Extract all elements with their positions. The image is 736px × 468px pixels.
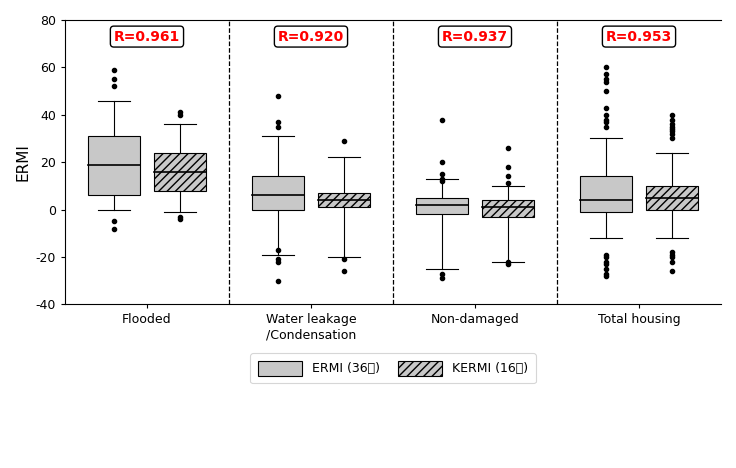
Text: R=0.961: R=0.961	[114, 29, 180, 44]
Bar	[317, 193, 370, 207]
Bar	[88, 136, 141, 195]
Bar	[580, 176, 632, 212]
Text: R=0.937: R=0.937	[442, 29, 508, 44]
Bar	[252, 176, 305, 210]
Y-axis label: ERMI: ERMI	[15, 143, 30, 181]
Text: R=0.953: R=0.953	[606, 29, 672, 44]
Text: R=0.920: R=0.920	[278, 29, 344, 44]
Bar	[154, 153, 206, 190]
Bar	[416, 197, 468, 214]
Bar	[481, 200, 534, 217]
Legend: ERMI (36종), KERMI (16종): ERMI (36종), KERMI (16종)	[250, 353, 536, 383]
Bar	[645, 186, 698, 210]
